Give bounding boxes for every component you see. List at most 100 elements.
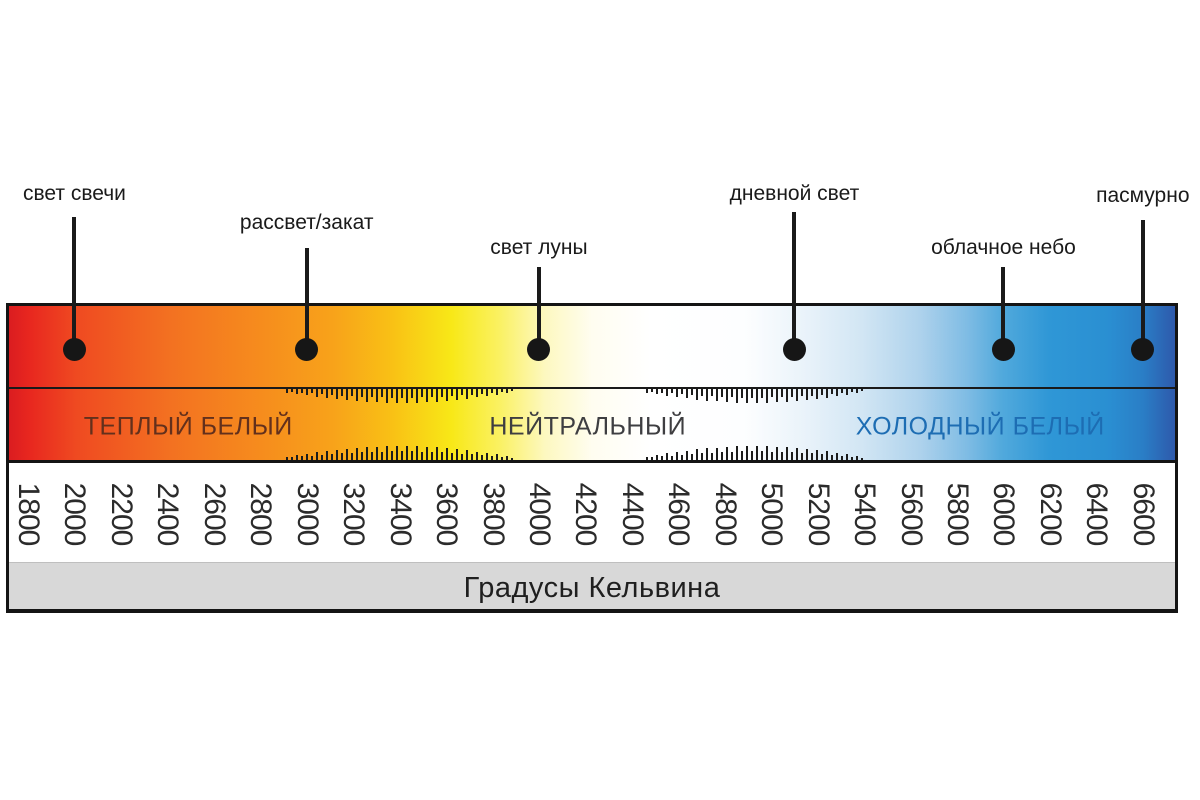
unit-label: Градусы Кельвина [463,571,721,604]
zone-labels-layer: ТЕПЛЫЙ БЕЛЫЙ НЕЙТРАЛЬНЫЙ ХОЛОДНЫЙ БЕЛЫЙ [6,303,1178,613]
transition-tick [500,456,503,460]
marker-dot-dawn-sunset [295,337,319,361]
transition-tick [830,455,833,460]
transition-tick [745,389,748,403]
transition-tick [820,454,823,460]
transition-tick [480,389,483,394]
transition-tick [845,389,848,395]
transition-tick [745,446,748,460]
transition-tick [855,389,858,394]
marker-dot-overcast [1131,337,1155,361]
transition-tick [495,454,498,460]
transition-tick [460,389,463,396]
marker-label-daylight: дневной свет [729,182,860,205]
transition-tick [425,389,428,403]
transition-tick [725,389,728,403]
transition-tick [765,446,768,460]
transition-tick [480,455,483,460]
transition-tick [765,389,768,403]
marker-line-dawn-sunset [304,248,309,349]
transition-tick [445,389,448,401]
transition-tick [460,453,463,460]
transition-tick [345,389,348,401]
transition-tick [420,451,423,460]
transition-tick [385,389,388,403]
transition-tick [375,446,378,460]
transition-tick [800,452,803,460]
transition-tick [855,455,858,460]
transition-tick [720,389,723,397]
transition-tick [465,389,468,399]
transition-tick [705,389,708,401]
transition-tick [300,456,303,460]
marker-line-overcast [1140,220,1145,349]
transition-tick [465,450,468,460]
transition-tick [295,455,298,460]
transition-tick [415,389,418,403]
transition-tick [670,389,673,394]
transition-tick [660,456,663,460]
transition-tick [830,389,833,394]
transition-tick [495,389,498,395]
transition-tick [380,451,383,460]
transition-tick [795,447,798,460]
transition-tick [815,389,818,399]
marker-line-cloudy-sky [1001,267,1006,349]
transition-tick [420,389,423,398]
transition-tick [655,389,658,395]
transition-tick [475,389,478,398]
transition-tick [490,456,493,460]
kelvin-scale-chart: ТЕПЛЫЙ БЕЛЫЙ НЕЙТРАЛЬНЫЙ ХОЛОДНЫЙ БЕЛЫЙ 18… [6,303,1178,613]
transition-tick [470,389,473,395]
transition-tick [750,451,753,460]
transition-tick [755,446,758,460]
transition-tick [410,451,413,460]
transition-tick [710,389,713,397]
transition-tick [650,389,653,392]
transition-tick [845,454,848,460]
transition-tick [485,452,488,460]
transition-tick [390,451,393,460]
transition-tick [715,389,718,402]
transition-tick [445,448,448,460]
transition-tick [785,389,788,402]
transition-tick [435,389,438,402]
transition-tick [315,389,318,397]
marker-label-candle-light: свет свечи [22,182,126,205]
transition-tick [325,450,328,460]
transition-tick [475,451,478,460]
transition-tick [835,452,838,460]
transition-tick [700,453,703,460]
transition-tick [805,389,808,401]
transition-tick [350,389,353,397]
transition-tick [695,389,698,400]
transition-tick [405,446,408,460]
transition-tick [770,451,773,460]
transition-tick [740,451,743,460]
transition-tick [400,451,403,460]
transition-tick [340,389,343,396]
transition-tick [345,448,348,460]
marker-dot-cloudy-sky [991,337,1015,361]
transition-tick [790,452,793,460]
transition-tick [440,389,443,397]
transition-tick [800,389,803,397]
transition-tick [795,389,798,402]
transition-tick [505,455,508,460]
transition-tick [490,389,493,393]
transition-tick [300,389,303,393]
transition-tick [670,455,673,460]
transition-tick [395,446,398,460]
transition-tick [430,451,433,460]
transition-tick [815,450,818,460]
transition-tick [500,389,503,393]
transition-tick [645,389,648,393]
transition-tick [770,389,773,398]
transition-tick [350,452,353,460]
transition-tick [680,454,683,460]
marker-line-candle-light [72,217,77,349]
transition-tick [665,389,668,396]
transition-tick [730,451,733,460]
transition-tick [320,389,323,395]
transition-tick [290,457,293,460]
